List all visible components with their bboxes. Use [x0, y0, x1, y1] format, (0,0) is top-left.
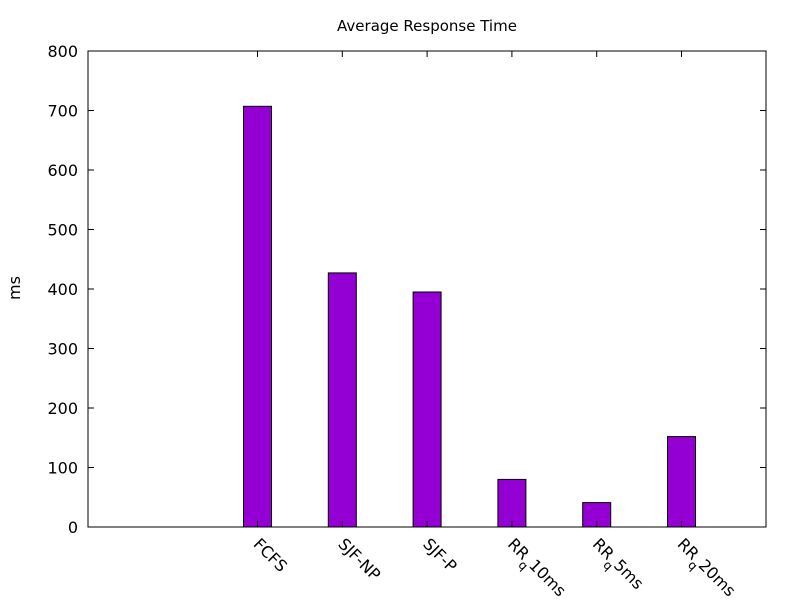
- x-tick-label: RRq5ms: [585, 534, 648, 597]
- y-tick-label: 500: [47, 221, 78, 240]
- y-axis-label: ms: [5, 276, 24, 300]
- bar-sjf-p: [412, 291, 442, 528]
- y-tick-label: 800: [47, 42, 78, 61]
- bar-rrq20ms: [667, 436, 696, 528]
- y-tick-label: 700: [47, 102, 78, 121]
- y-tick-label: 100: [47, 459, 78, 478]
- bar-fcfs: [243, 105, 272, 528]
- y-tick-label: 200: [47, 399, 78, 418]
- x-tick-label: RRq10ms: [500, 534, 570, 600]
- bar-sjf-np: [327, 272, 357, 528]
- x-tick-label: RRq20ms: [669, 534, 739, 600]
- y-tick-label: 400: [47, 280, 78, 299]
- y-ticks-group: 0 100 200 300 400 500 600 700 800: [47, 42, 766, 537]
- chart-title: Average Response Time: [337, 17, 517, 35]
- y-tick-label: 300: [47, 340, 78, 359]
- x-tick-label: SJF-NP: [334, 534, 384, 584]
- x-tick-label: FCFS: [250, 534, 291, 575]
- x-tick-label: SJF-P: [419, 534, 461, 576]
- y-tick-label: 0: [68, 518, 78, 537]
- plot-frame: [87, 50, 767, 528]
- bar-rrq10ms: [497, 478, 527, 528]
- y-tick-label: 600: [47, 161, 78, 180]
- bars-group: [243, 105, 696, 528]
